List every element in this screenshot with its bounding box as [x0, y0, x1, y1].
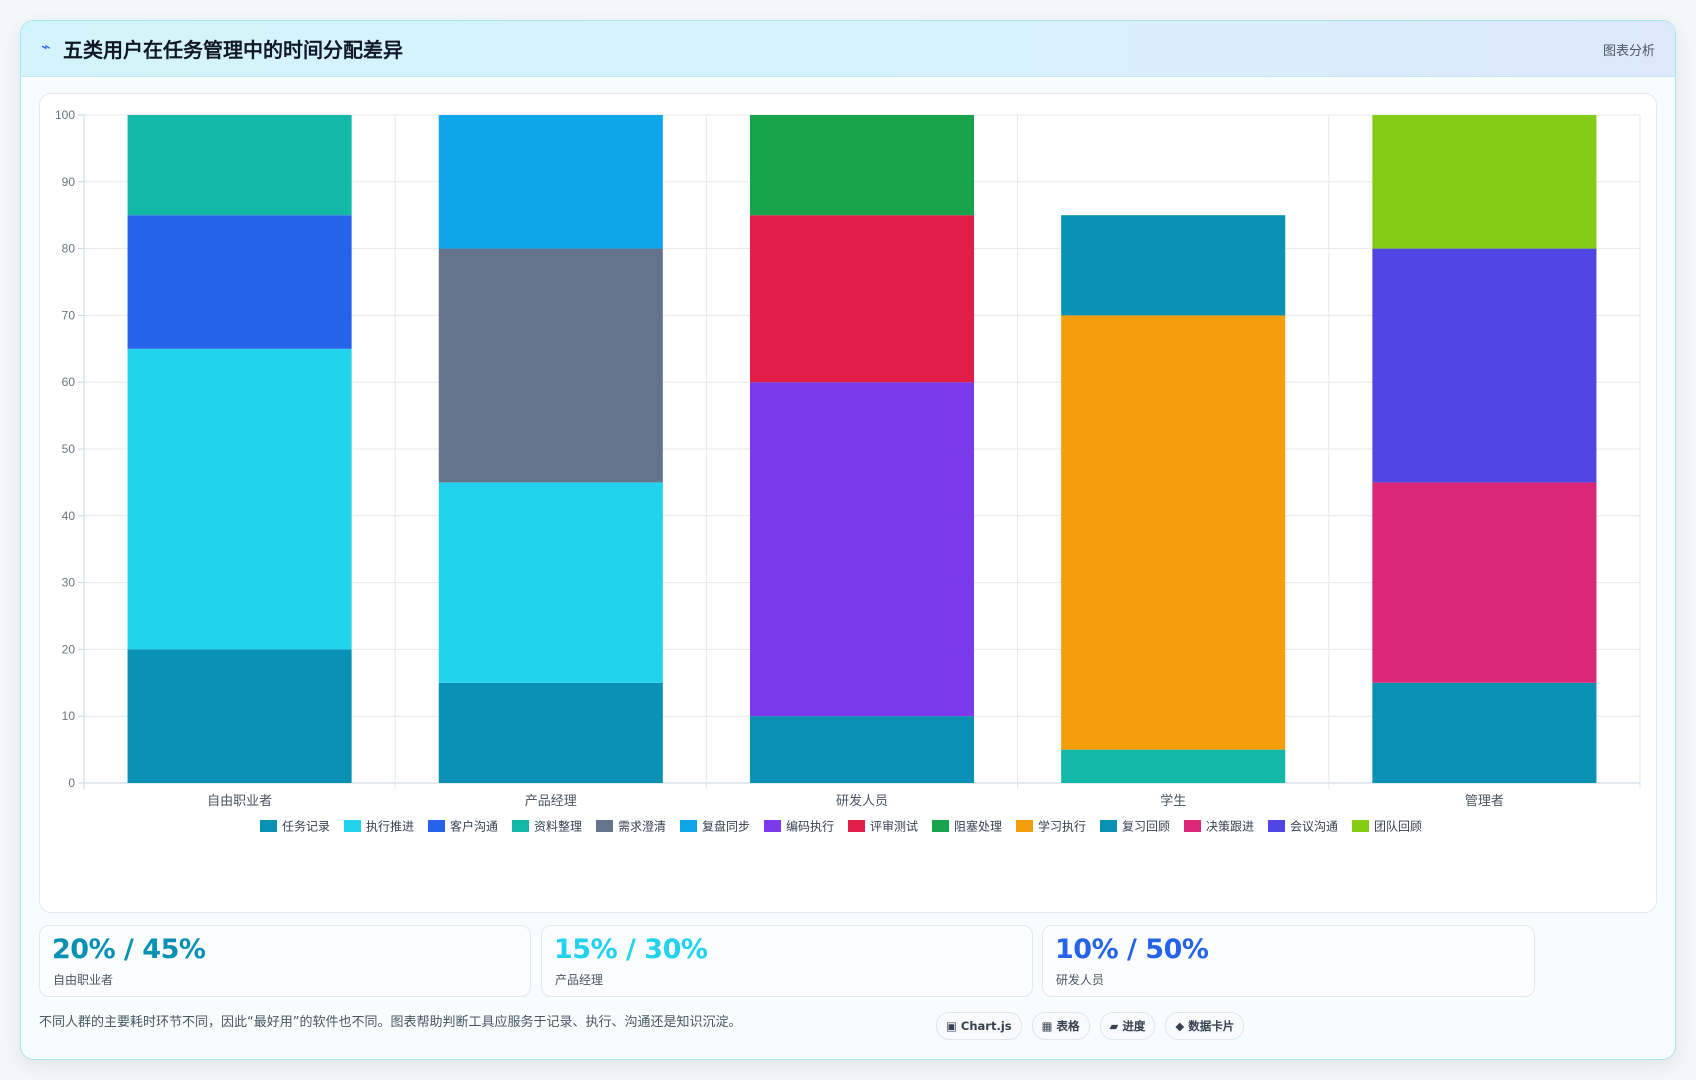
stat-card-product-manager: 15% / 30% 产品经理	[541, 925, 1033, 997]
y-tick-label: 70	[62, 308, 76, 322]
legend-label: 执行推进	[366, 820, 414, 834]
legend-swatch	[1352, 820, 1369, 832]
y-tick-label: 100	[55, 108, 75, 122]
stat-value: 10% / 50%	[1055, 934, 1209, 965]
chart-card: ⌁ 五类用户在任务管理中的时间分配差异 图表分析 0 10 20 30 40 50 60 70…	[20, 20, 1676, 1060]
card-header: ⌁ 五类用户在任务管理中的时间分配差异 图表分析	[21, 21, 1675, 77]
legend-swatch	[848, 820, 865, 832]
card-title: 五类用户在任务管理中的时间分配差异	[63, 38, 403, 62]
y-tick-label: 20	[62, 642, 76, 656]
bar-segment	[1061, 749, 1286, 783]
x-tick-label: 自由职业者	[207, 793, 272, 808]
y-tick-label: 40	[62, 509, 76, 523]
legend-label: 决策跟进	[1206, 820, 1254, 834]
legend-label: 学习执行	[1038, 819, 1086, 834]
chip-label: 数据卡片	[1188, 1019, 1235, 1033]
bar-segment	[1061, 215, 1286, 316]
bar-segment	[1372, 248, 1597, 483]
x-tick-label: 研发人员	[836, 793, 888, 808]
legend-swatch	[260, 820, 277, 832]
y-tick-label: 50	[62, 442, 76, 456]
legend-label: 客户沟通	[450, 819, 498, 834]
legend-swatch	[428, 820, 445, 832]
stat-label: 自由职业者	[53, 973, 114, 987]
table-grid-icon: ▦	[1041, 1019, 1053, 1033]
bolt-icon: ⌁	[41, 37, 51, 56]
y-tick-label: 30	[62, 576, 76, 590]
chip-label: Chart.js	[960, 1019, 1012, 1033]
chip-label: 进度	[1122, 1019, 1146, 1033]
bar-segment	[1061, 315, 1286, 750]
bar-segment	[127, 348, 352, 650]
legend-label: 阻塞处理	[954, 819, 1002, 834]
chip-table[interactable]: ▦ 表格	[1031, 1012, 1090, 1040]
legend-swatch	[1268, 820, 1285, 832]
stat-card-freelancer: 20% / 45% 自由职业者	[39, 925, 531, 997]
y-tick-label: 10	[62, 709, 76, 723]
y-tick-label: 0	[68, 776, 75, 790]
chart-panel: 0 10 20 30 40 50 60 70 80 90 100 自由职业者 产品经理 研发人员 学生 管理者…	[39, 93, 1657, 913]
legend-swatch	[1100, 820, 1117, 832]
legend-swatch	[344, 820, 361, 832]
legend-swatch	[1016, 820, 1033, 832]
legend-label: 团队回顾	[1374, 819, 1422, 834]
stat-value: 15% / 30%	[554, 934, 708, 965]
x-tick-label: 管理者	[1465, 793, 1504, 808]
feature-chips: ▣ Chart.js ▦ 表格 ▰ 进度 ◆ 数据卡片	[936, 1012, 1245, 1040]
bar-segment	[1372, 115, 1597, 249]
bar-segment	[127, 115, 352, 216]
legend-label: 评审测试	[870, 819, 918, 834]
x-tick-label: 学生	[1160, 793, 1186, 808]
y-tick-label: 90	[62, 175, 76, 189]
legend-label: 复习回顾	[1122, 820, 1170, 834]
y-tick-label: 80	[62, 242, 76, 256]
bar-segment	[438, 115, 663, 249]
bar-segment	[438, 482, 663, 683]
progress-icon: ▰	[1109, 1019, 1119, 1033]
x-tick-label: 产品经理	[525, 793, 577, 808]
stat-label: 产品经理	[555, 973, 604, 987]
chart-square-icon: ▣	[946, 1019, 957, 1033]
chart-analysis-tag: 图表分析	[1602, 44, 1655, 59]
legend-label: 会议沟通	[1290, 820, 1338, 834]
stacked-bar-chart: 0 10 20 30 40 50 60 70 80 90 100 自由职业者 产品经理 研发人员 学生 管理者…	[55, 108, 1641, 834]
legend-swatch	[1184, 820, 1201, 832]
bar-segment	[438, 682, 663, 783]
legend-label: 复盘同步	[702, 819, 750, 834]
legend-swatch	[932, 820, 949, 832]
legend-label: 任务记录	[282, 819, 330, 834]
bar-segment	[749, 716, 975, 783]
stat-card-developer: 10% / 50% 研发人员	[1042, 925, 1535, 997]
legend-swatch	[680, 820, 697, 832]
legend-swatch	[764, 820, 781, 832]
stat-label: 研发人员	[1056, 973, 1105, 987]
y-tick-label: 60	[62, 375, 76, 389]
legend-label: 编码执行	[786, 819, 834, 834]
bar-segment	[749, 382, 975, 717]
bar-segment	[438, 248, 663, 483]
bar-segment	[749, 215, 975, 383]
legend-label: 资料整理	[534, 819, 582, 834]
legend-swatch	[596, 820, 613, 832]
legend-swatch	[512, 820, 529, 832]
chip-data-card[interactable]: ◆ 数据卡片	[1165, 1012, 1245, 1040]
chip-chartjs[interactable]: ▣ Chart.js	[936, 1012, 1022, 1040]
stat-value: 20% / 45%	[52, 934, 206, 965]
data-card-icon: ◆	[1175, 1019, 1185, 1033]
chip-label: 表格	[1056, 1019, 1080, 1033]
bar-segment	[1372, 682, 1597, 783]
chip-progress[interactable]: ▰ 进度	[1099, 1012, 1156, 1040]
footer-note: 不同人群的主要耗时环节不同，因此“最好用”的软件也不同。图表帮助判断工具应服务于…	[39, 1015, 742, 1030]
bar-segment	[127, 649, 352, 783]
bar-segment	[749, 115, 975, 216]
legend-label: 需求澄清	[618, 819, 666, 834]
bar-segment	[1372, 482, 1597, 683]
bar-segment	[127, 215, 352, 349]
